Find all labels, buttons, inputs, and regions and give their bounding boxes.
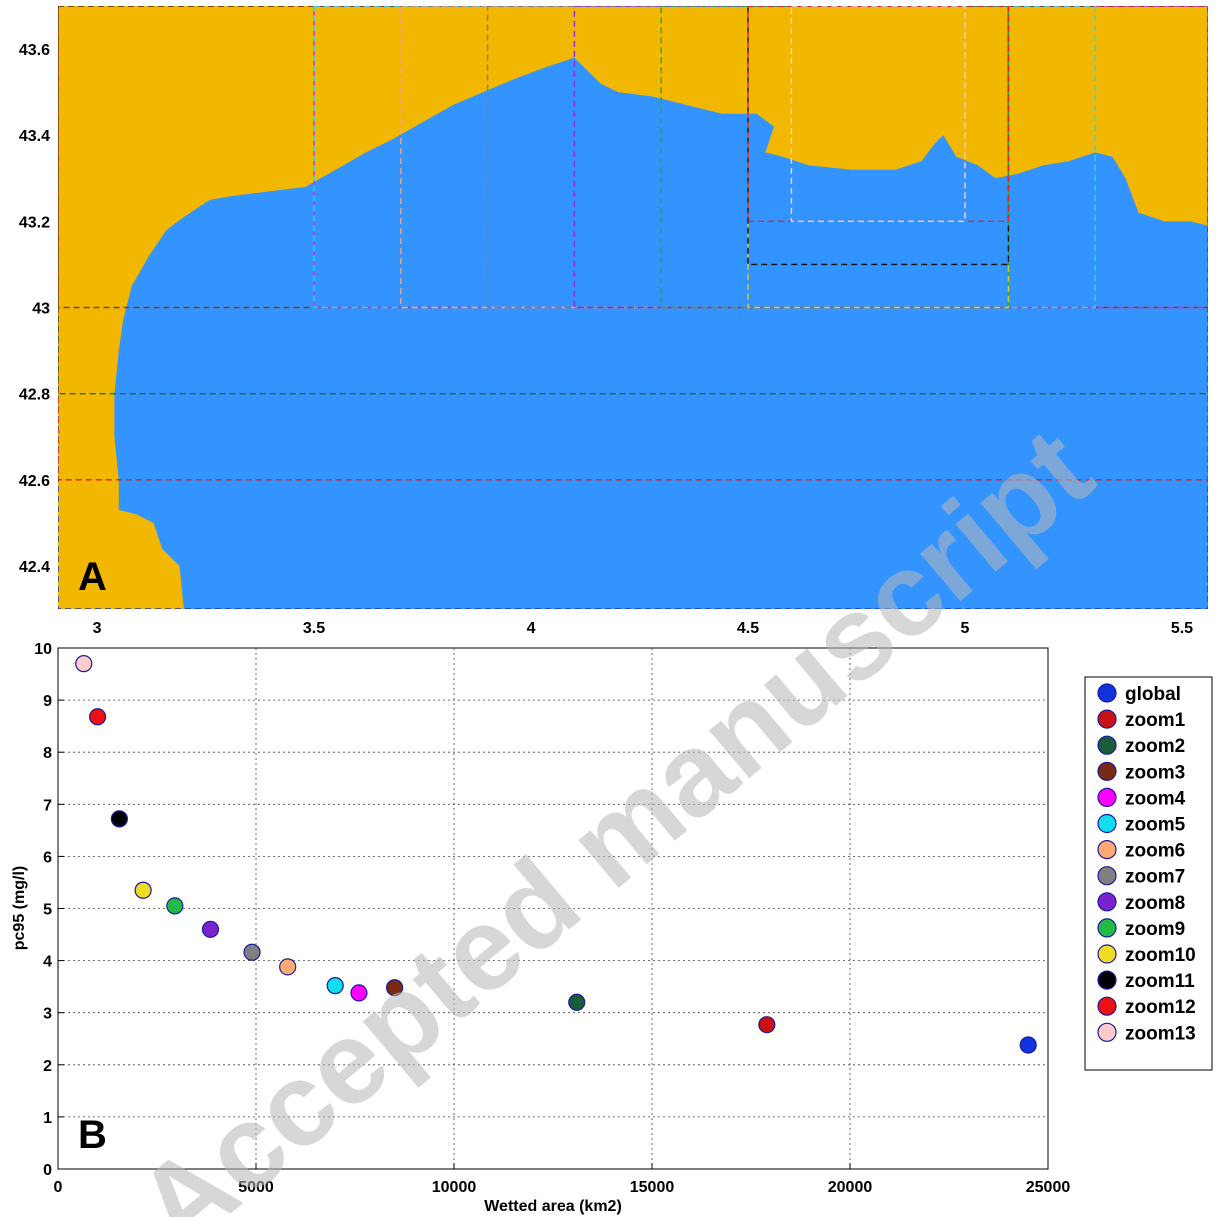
map-latitude-ticks: 42.4 42.6 42.8 43 43.2 43.4 43.6	[19, 42, 50, 576]
scatter-grid	[58, 648, 1048, 1169]
map-x-tick-label: 4.5	[737, 620, 759, 637]
legend-label-zoom10: zoom10	[1125, 945, 1196, 966]
legend-marker-zoom11	[1097, 970, 1117, 990]
map-x-tick-label: 5.5	[1171, 620, 1193, 637]
legend-marker-zoom3	[1097, 761, 1117, 781]
point-zoom13	[75, 655, 93, 673]
x-tick-label: 15000	[630, 1179, 675, 1196]
legend-label-zoom4: zoom4	[1125, 788, 1186, 809]
point-zoom7	[243, 943, 261, 961]
y-tick-label: 2	[43, 1058, 52, 1075]
point-zoom2	[568, 993, 586, 1011]
x-tick-label: 20000	[828, 1179, 873, 1196]
map-longitude-ticks: 3 3.5 4 4.5 5 5.5	[93, 620, 1194, 637]
map-y-tick-label: 43	[32, 301, 50, 318]
point-zoom11	[110, 810, 128, 828]
panel-label-a: A	[78, 555, 107, 599]
scatter-panel: 0 5000 10000 15000 20000 25000 0 1 2 3 4 5 6 7 8 9 10 W…	[11, 641, 1070, 1215]
legend-marker-zoom5	[1097, 813, 1117, 834]
point-zoom4	[350, 984, 368, 1002]
x-axis-label: Wetted area (km2)	[484, 1198, 622, 1215]
map-y-tick-label: 42.8	[19, 387, 50, 404]
point-zoom8	[201, 920, 220, 938]
x-tick-label: 0	[54, 1179, 63, 1196]
map-y-tick-label: 43.2	[19, 214, 50, 231]
legend-label-global: global	[1125, 684, 1181, 705]
y-tick-label: 10	[34, 641, 52, 658]
legend-label-zoom13: zoom13	[1125, 1023, 1196, 1044]
legend-label-zoom11: zoom11	[1125, 971, 1195, 992]
point-zoom1	[758, 1016, 776, 1034]
point-zoom6	[279, 958, 297, 976]
legend-label-zoom2: zoom2	[1125, 736, 1185, 757]
map-y-tick-label: 42.6	[19, 473, 50, 490]
legend-marker-zoom6	[1097, 839, 1117, 860]
map-x-tick-label: 5	[961, 620, 970, 637]
y-tick-label: 5	[43, 902, 52, 919]
zoom-box-2	[58, 6, 1208, 395]
legend-marker-global	[1097, 683, 1117, 703]
point-global	[1019, 1036, 1037, 1054]
legend-marker-zoom2	[1097, 735, 1117, 755]
map-y-tick-label: 42.4	[19, 559, 50, 576]
legend-label-zoom3: zoom3	[1125, 762, 1185, 783]
y-axis-label: pc95 (mg/l)	[11, 866, 28, 950]
point-zoom9	[166, 897, 184, 915]
legend-label-zoom8: zoom8	[1125, 893, 1185, 914]
land-area	[58, 6, 1208, 609]
zoom-domain-boxes	[58, 6, 1208, 609]
x-tick-label: 10000	[432, 1179, 477, 1196]
y-tick-label: 6	[43, 849, 52, 866]
y-tick-label: 7	[43, 797, 52, 814]
scatter-points	[75, 655, 1037, 1054]
legend-marker-zoom4	[1097, 787, 1117, 808]
legend-label-zoom1: zoom1	[1125, 710, 1186, 731]
point-zoom5	[326, 977, 344, 995]
point-zoom3	[386, 979, 404, 997]
map-y-tick-label: 43.6	[19, 42, 50, 59]
y-tick-label: 4	[43, 954, 52, 971]
y-tick-label: 3	[43, 1006, 52, 1023]
point-zoom10	[134, 881, 152, 899]
map-x-tick-label: 3.5	[303, 620, 325, 637]
x-tick-label: 25000	[1026, 1179, 1071, 1196]
scatter-y-ticks: 0 1 2 3 4 5 6 7 8 9 10	[34, 641, 64, 1179]
legend-marker-zoom9	[1097, 918, 1117, 938]
y-tick-label: 9	[43, 693, 52, 710]
point-zoom12	[88, 708, 107, 726]
legend-label-zoom9: zoom9	[1125, 919, 1185, 940]
legend-label-zoom7: zoom7	[1125, 867, 1185, 888]
map-x-tick-label: 3	[93, 620, 102, 637]
legend: global zoom1 zoom2 zoom3 zoom4 zoom5 zoom6 zoom…	[1084, 676, 1213, 1071]
x-tick-label: 5000	[238, 1179, 274, 1196]
y-tick-label: 1	[43, 1110, 52, 1127]
legend-marker-zoom7	[1097, 866, 1117, 886]
legend-label-zoom5: zoom5	[1125, 815, 1186, 836]
scatter-x-ticks: 0 5000 10000 15000 20000 25000	[54, 1163, 1071, 1196]
map-panel: 3 3.5 4 4.5 5 5.5 42.442.642.84343.243.443.6 …	[19, 6, 1208, 637]
legend-marker-zoom12	[1097, 996, 1117, 1016]
zoom-box-13	[790, 6, 966, 223]
legend-marker-zoom10	[1097, 944, 1117, 964]
legend-label-zoom6: zoom6	[1125, 841, 1185, 862]
map-x-tick-label: 4	[527, 620, 536, 637]
y-tick-label: 8	[43, 745, 52, 762]
panel-label-b: B	[78, 1113, 107, 1157]
legend-label-zoom12: zoom12	[1125, 997, 1196, 1018]
legend-marker-zoom13	[1097, 1022, 1117, 1042]
legend-marker-zoom8	[1097, 892, 1117, 912]
map-y-tick-label: 43.4	[19, 128, 50, 145]
y-tick-label: 0	[43, 1162, 52, 1179]
legend-marker-zoom1	[1097, 709, 1117, 729]
